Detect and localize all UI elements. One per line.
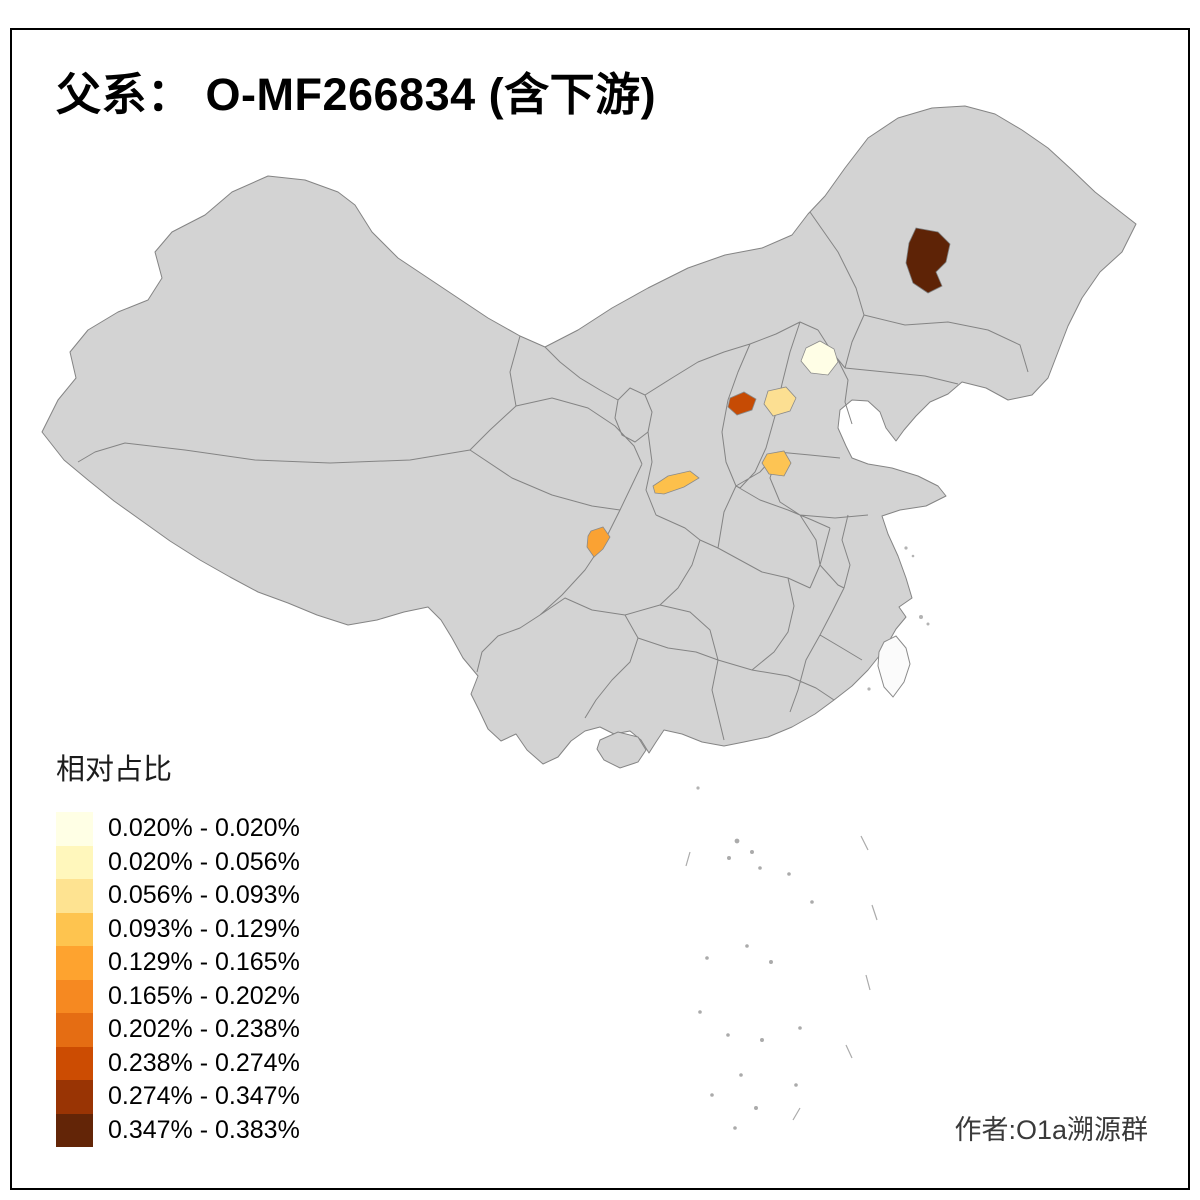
legend-row: 0.274% - 0.347% bbox=[56, 1080, 300, 1114]
legend-label: 0.020% - 0.020% bbox=[108, 814, 300, 843]
legend: 相对占比 0.020% - 0.020% 0.020% - 0.056% 0.0… bbox=[56, 746, 300, 1147]
legend-swatch bbox=[56, 912, 93, 946]
legend-title: 相对占比 bbox=[56, 754, 173, 786]
legend-label: 0.347% - 0.383% bbox=[108, 1115, 300, 1144]
legend-row: 0.238% - 0.274% bbox=[56, 1046, 300, 1080]
legend-label: 0.238% - 0.274% bbox=[108, 1048, 300, 1077]
highlight-region-beijing bbox=[800, 340, 839, 376]
legend-row: 0.165% - 0.202% bbox=[56, 979, 300, 1013]
highlight-region-sichuan bbox=[586, 526, 611, 558]
hainan-island bbox=[596, 731, 647, 769]
highlight-region-shanxi bbox=[727, 391, 757, 416]
legend-swatch bbox=[56, 1080, 93, 1114]
highlight-region-northeast bbox=[905, 227, 951, 294]
legend-swatch bbox=[56, 879, 93, 913]
highlight-region-gansu bbox=[652, 470, 700, 495]
legend-label: 0.093% - 0.129% bbox=[108, 914, 300, 943]
legend-row: 0.020% - 0.020% bbox=[56, 812, 300, 846]
taiwan-island bbox=[877, 635, 911, 698]
page-title: 父系： O-MF266834 (含下游) bbox=[56, 69, 657, 120]
legend-label: 0.202% - 0.238% bbox=[108, 1015, 300, 1044]
highlight-region-shandong bbox=[761, 450, 792, 477]
highlight-region-hebei bbox=[763, 386, 797, 417]
legend-label: 0.165% - 0.202% bbox=[108, 981, 300, 1010]
south-china-sea-islands bbox=[685, 835, 878, 1130]
coastal-islands bbox=[696, 546, 930, 790]
legend-swatch bbox=[56, 845, 93, 879]
legend-row: 0.347% - 0.383% bbox=[56, 1113, 300, 1147]
legend-swatch bbox=[56, 1113, 93, 1147]
legend-row: 0.093% - 0.129% bbox=[56, 912, 300, 946]
legend-label: 0.056% - 0.093% bbox=[108, 881, 300, 910]
china-mainland bbox=[41, 105, 1137, 765]
legend-swatch bbox=[56, 946, 93, 980]
legend-rows: 0.020% - 0.020% 0.020% - 0.056% 0.056% -… bbox=[56, 812, 300, 1147]
legend-row: 0.129% - 0.165% bbox=[56, 946, 300, 980]
legend-row: 0.056% - 0.093% bbox=[56, 879, 300, 913]
legend-swatch bbox=[56, 1046, 93, 1080]
legend-row: 0.202% - 0.238% bbox=[56, 1013, 300, 1047]
legend-swatch bbox=[56, 1013, 93, 1047]
legend-label: 0.274% - 0.347% bbox=[108, 1082, 300, 1111]
legend-label: 0.129% - 0.165% bbox=[108, 948, 300, 977]
legend-swatch bbox=[56, 812, 93, 846]
legend-row: 0.020% - 0.056% bbox=[56, 845, 300, 879]
legend-swatch bbox=[56, 979, 93, 1013]
legend-label: 0.020% - 0.056% bbox=[108, 847, 300, 876]
author-credit: 作者:O1a溯源群 bbox=[954, 1115, 1148, 1145]
